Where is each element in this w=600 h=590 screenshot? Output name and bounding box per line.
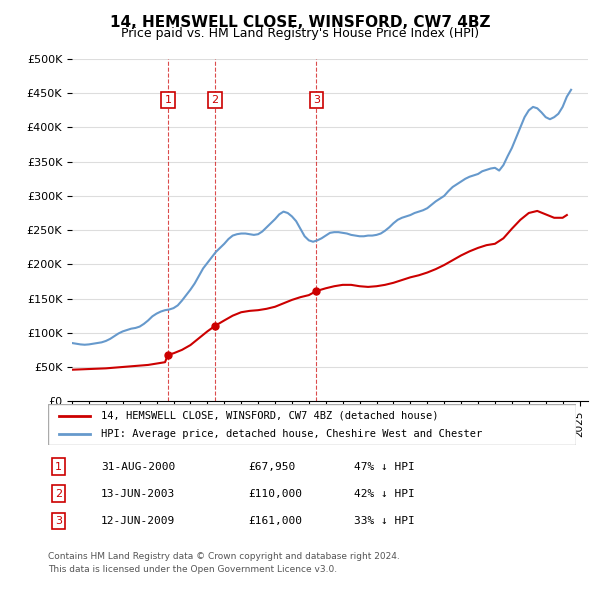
Text: £110,000: £110,000: [248, 489, 302, 499]
Text: 12-JUN-2009: 12-JUN-2009: [101, 516, 175, 526]
Text: This data is licensed under the Open Government Licence v3.0.: This data is licensed under the Open Gov…: [48, 565, 337, 574]
Text: 33% ↓ HPI: 33% ↓ HPI: [354, 516, 415, 526]
FancyBboxPatch shape: [48, 404, 576, 445]
Text: Contains HM Land Registry data © Crown copyright and database right 2024.: Contains HM Land Registry data © Crown c…: [48, 552, 400, 560]
Text: 47% ↓ HPI: 47% ↓ HPI: [354, 461, 415, 471]
Text: 3: 3: [55, 516, 62, 526]
Text: 3: 3: [313, 95, 320, 105]
Text: 14, HEMSWELL CLOSE, WINSFORD, CW7 4BZ (detached house): 14, HEMSWELL CLOSE, WINSFORD, CW7 4BZ (d…: [101, 411, 438, 421]
Text: 1: 1: [164, 95, 172, 105]
Text: HPI: Average price, detached house, Cheshire West and Chester: HPI: Average price, detached house, Ches…: [101, 429, 482, 439]
Text: £161,000: £161,000: [248, 516, 302, 526]
Text: 1: 1: [55, 461, 62, 471]
Text: 2: 2: [55, 489, 62, 499]
Text: 31-AUG-2000: 31-AUG-2000: [101, 461, 175, 471]
Text: £67,950: £67,950: [248, 461, 296, 471]
Text: 13-JUN-2003: 13-JUN-2003: [101, 489, 175, 499]
Text: 14, HEMSWELL CLOSE, WINSFORD, CW7 4BZ: 14, HEMSWELL CLOSE, WINSFORD, CW7 4BZ: [110, 15, 490, 30]
Text: 2: 2: [211, 95, 218, 105]
Text: 42% ↓ HPI: 42% ↓ HPI: [354, 489, 415, 499]
Text: Price paid vs. HM Land Registry's House Price Index (HPI): Price paid vs. HM Land Registry's House …: [121, 27, 479, 40]
